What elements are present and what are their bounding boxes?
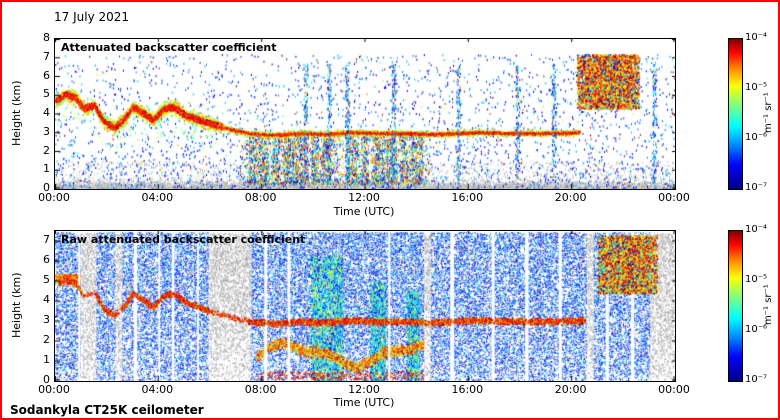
x-tick-label: 08:00: [244, 383, 277, 396]
y-tick-label: 0: [43, 373, 50, 386]
colorbar-unit-bottom: m⁻¹ sr⁻¹: [763, 284, 774, 326]
y-tick-label: 2: [43, 143, 50, 157]
colorbar-tick-label: 10⁻⁷: [745, 182, 768, 193]
x-tick-label: 08:00: [244, 191, 277, 204]
colorbar-tick-label: 10⁻⁶: [745, 324, 768, 335]
y-tick-label: 3: [43, 313, 50, 326]
x-tick-label: 20:00: [554, 383, 587, 396]
y-tick-label: 5: [43, 87, 50, 101]
y-axis-label-top: Height (km): [10, 80, 23, 146]
y-tick-label: 6: [43, 253, 50, 266]
y-tick-label: 1: [43, 353, 50, 366]
y-tick-label: 6: [43, 68, 50, 82]
colorbar-tick-label: 10⁻⁵: [745, 82, 768, 93]
y-axis-label-bottom: Height (km): [10, 272, 23, 338]
colorbar-top: [728, 38, 743, 190]
instrument-label: Sodankyla CT25K ceilometer: [10, 403, 204, 417]
y-tick-label: 0: [43, 181, 50, 194]
raw-backscatter-panel: Raw attenuated backscatter coefficient: [54, 230, 676, 382]
colorbar-tick-label: 10⁻⁷: [745, 374, 768, 385]
y-tick-label: 7: [43, 233, 50, 246]
colorbar-tick-label: 10⁻⁴: [745, 32, 768, 43]
colorbar-bottom: [728, 230, 743, 382]
x-tick-label: 04:00: [141, 383, 174, 396]
backscatter-heatmap-canvas: [55, 39, 675, 189]
y-tick-label: 5: [43, 273, 50, 286]
panel-title-bottom: Raw attenuated backscatter coefficient: [61, 233, 306, 246]
date-label: 17 July 2021: [54, 10, 130, 24]
x-tick-labels-bottom: 00:00 04:00 08:00 12:00 16:00 20:00 00:00: [38, 383, 690, 396]
x-tick-label: 00:00: [38, 191, 70, 204]
colorbar-tick-label: 10⁻⁴: [745, 224, 768, 235]
x-tick-label: 12:00: [348, 191, 380, 204]
x-tick-labels-top: 00:00 04:00 08:00 12:00 16:00 20:00 00:00: [38, 191, 690, 204]
y-tick-labels-top: 0 1 2 3 4 5 6 7 8: [26, 31, 50, 194]
x-tick-label: 00:00: [38, 383, 70, 396]
y-tick-label: 4: [43, 106, 50, 119]
y-tick-label: 2: [43, 333, 50, 346]
x-axis-label-top: Time (UTC): [333, 205, 395, 218]
x-tick-label: 04:00: [141, 191, 174, 204]
raw-backscatter-heatmap-canvas: [55, 231, 675, 381]
colorbar-tick-labels-bottom: 10⁻⁴ 10⁻⁵ 10⁻⁶ 10⁻⁷: [745, 224, 775, 385]
y-tick-label: 1: [43, 162, 50, 176]
x-tick-label: 00:00: [658, 383, 690, 396]
x-tick-label: 12:00: [348, 383, 380, 396]
colorbar-tick-label: 10⁻⁶: [745, 132, 768, 143]
x-tick-label: 00:00: [658, 191, 690, 204]
y-tick-labels-bottom: 0 1 2 3 4 5 6 7: [26, 230, 50, 386]
backscatter-panel: Attenuated backscatter coefficient: [54, 38, 676, 190]
y-tick-label: 8: [43, 31, 50, 44]
colorbar-unit-top: m⁻¹ sr⁻¹: [763, 92, 774, 134]
x-tick-label: 20:00: [554, 191, 587, 204]
colorbar-tick-label: 10⁻⁵: [745, 274, 768, 285]
y-tick-label: 3: [43, 124, 50, 138]
panel-title-top: Attenuated backscatter coefficient: [61, 41, 277, 54]
y-tick-label: 7: [43, 49, 50, 63]
x-axis-label-bottom: Time (UTC): [333, 396, 395, 409]
x-tick-label: 16:00: [451, 191, 484, 204]
x-tick-label: 16:00: [451, 383, 484, 396]
colorbar-tick-labels-top: 10⁻⁴ 10⁻⁵ 10⁻⁶ 10⁻⁷: [745, 32, 775, 193]
y-tick-label: 4: [43, 293, 50, 306]
